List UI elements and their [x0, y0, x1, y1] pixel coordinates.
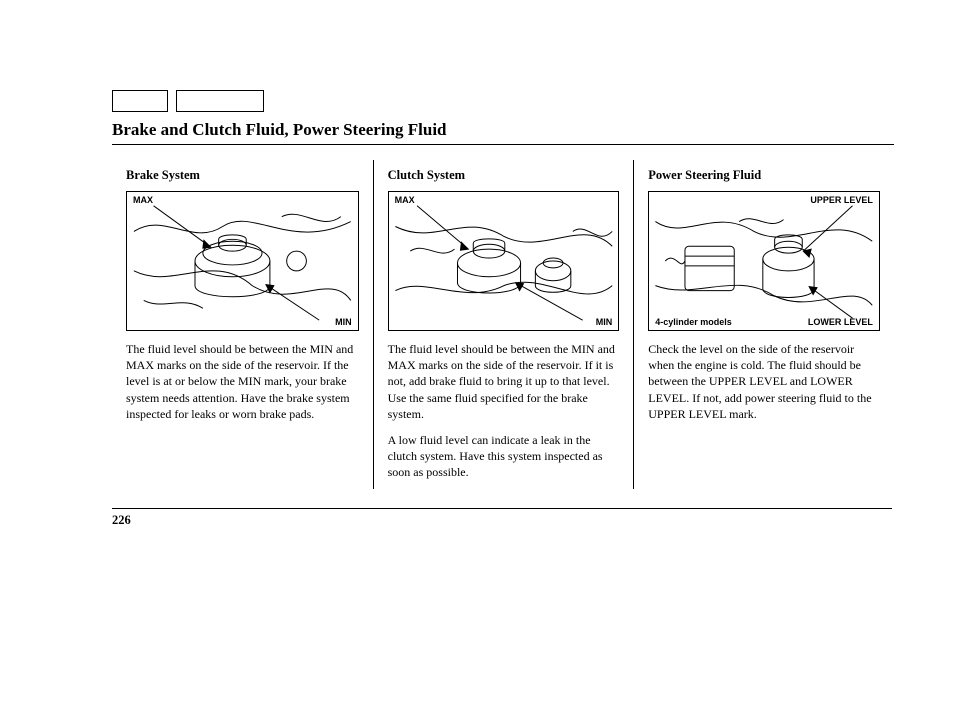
header-box-1	[112, 90, 168, 112]
figure-label-max: MAX	[133, 195, 153, 205]
column-heading: Brake System	[126, 168, 359, 183]
column-body: The fluid level should be between the MI…	[388, 341, 620, 481]
paragraph: The fluid level should be between the MI…	[388, 341, 620, 422]
column-body: The fluid level should be between the MI…	[126, 341, 359, 422]
diagram-svg	[649, 192, 879, 330]
figure-label-min: MIN	[596, 317, 613, 327]
column-heading: Power Steering Fluid	[648, 168, 880, 183]
column-body: Check the level on the side of the reser…	[648, 341, 880, 422]
header-blank-boxes	[112, 90, 264, 112]
figure-clutch-reservoir: MAX MIN	[388, 191, 620, 331]
figure-label-upper: UPPER LEVEL	[810, 195, 873, 205]
column-heading: Clutch System	[388, 168, 620, 183]
diagram-svg	[127, 192, 358, 330]
page-number: 226	[112, 508, 892, 528]
figure-brake-reservoir: MAX MIN	[126, 191, 359, 331]
figure-power-steering-reservoir: UPPER LEVEL 4-cylinder models LOWER LEVE…	[648, 191, 880, 331]
content-columns: Brake System MAX MIN	[112, 160, 894, 489]
column-clutch-system: Clutch System MAX MIN	[373, 160, 634, 489]
diagram-svg	[389, 192, 619, 330]
paragraph: The fluid level should be between the MI…	[126, 341, 359, 422]
paragraph: Check the level on the side of the reser…	[648, 341, 880, 422]
paragraph: A low fluid level can indicate a leak in…	[388, 432, 620, 481]
figure-label-max: MAX	[395, 195, 415, 205]
column-brake-system: Brake System MAX MIN	[112, 160, 373, 489]
figure-label-min: MIN	[335, 317, 352, 327]
header-box-2	[176, 90, 264, 112]
column-power-steering: Power Steering Fluid UPPER LEVEL 4-cylin…	[633, 160, 894, 489]
figure-label-model: 4-cylinder models	[655, 317, 732, 327]
manual-page: Brake and Clutch Fluid, Power Steering F…	[0, 0, 954, 710]
page-title: Brake and Clutch Fluid, Power Steering F…	[112, 120, 894, 145]
figure-label-lower: LOWER LEVEL	[808, 317, 873, 327]
